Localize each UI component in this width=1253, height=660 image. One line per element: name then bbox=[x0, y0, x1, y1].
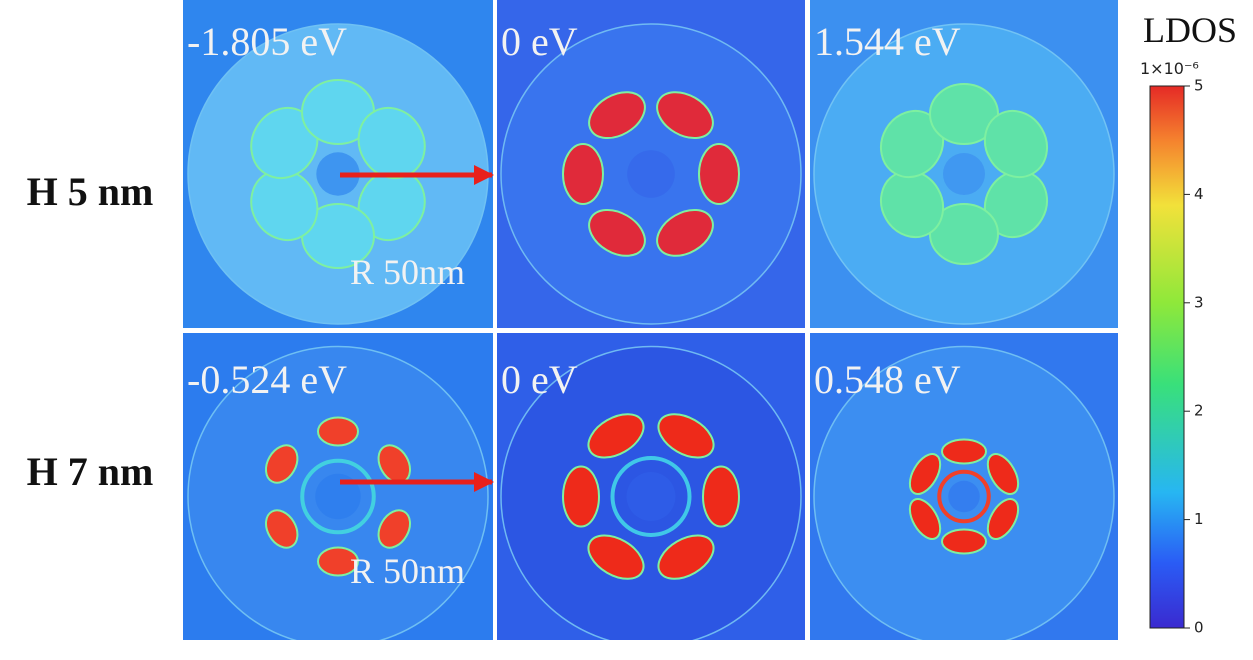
lobe bbox=[587, 534, 645, 580]
ldos-map bbox=[810, 0, 1118, 328]
lobe bbox=[264, 444, 299, 484]
ldos-map bbox=[183, 0, 493, 328]
row-label: H 7 nm bbox=[27, 449, 154, 494]
lobe bbox=[588, 91, 646, 140]
center-hole bbox=[316, 152, 360, 196]
lobe bbox=[377, 509, 412, 549]
lobe bbox=[588, 208, 646, 257]
ldos-map bbox=[810, 333, 1118, 640]
tick-label: 0 bbox=[1194, 619, 1204, 637]
energy-label: -0.524 eV bbox=[187, 357, 347, 402]
row-label: H 5 nm bbox=[27, 169, 154, 214]
lobe bbox=[941, 438, 987, 465]
tick-label: 3 bbox=[1194, 293, 1204, 311]
inner-ring bbox=[937, 469, 991, 524]
lobe bbox=[656, 208, 714, 257]
lobe bbox=[656, 91, 714, 140]
tick-label: 4 bbox=[1194, 185, 1204, 203]
lobe bbox=[657, 534, 715, 580]
center-hole bbox=[315, 473, 361, 520]
ldos-map bbox=[497, 0, 805, 328]
inner-ring bbox=[300, 458, 376, 535]
lobe bbox=[657, 413, 715, 459]
lobe bbox=[986, 453, 1020, 495]
ldos-map bbox=[183, 333, 493, 640]
ldos-map bbox=[497, 333, 805, 640]
tick-label: 5 bbox=[1194, 77, 1204, 95]
center-hole bbox=[948, 480, 980, 513]
energy-label: 0.548 eV bbox=[814, 357, 961, 402]
tick-label: 2 bbox=[1194, 402, 1204, 420]
panels: -1.805 eV 0 eV 1.544 eV -0.524 eV 0 eV 0.548 … bbox=[183, 0, 1118, 640]
lobe bbox=[317, 416, 359, 447]
colorbar-title: LDOS bbox=[1143, 10, 1237, 50]
lobe bbox=[986, 498, 1020, 540]
annotation: R 50nm bbox=[350, 252, 465, 292]
lobe bbox=[908, 498, 942, 540]
lobe bbox=[702, 465, 740, 528]
center-hole bbox=[943, 153, 985, 195]
inner-ring bbox=[610, 456, 692, 537]
lobe bbox=[698, 143, 740, 205]
energy-label: -1.805 eV bbox=[187, 19, 347, 64]
lobe bbox=[317, 546, 359, 577]
tick-label: 1 bbox=[1194, 510, 1204, 528]
colorbar-ticks: 0 1 2 3 4 5 bbox=[1184, 77, 1204, 637]
energy-label: 1.544 eV bbox=[814, 19, 961, 64]
lobe bbox=[562, 465, 600, 528]
energy-label: 0 eV bbox=[501, 357, 578, 402]
lobe bbox=[587, 413, 645, 459]
lobe bbox=[941, 528, 987, 555]
colorbar-scale: 1×10⁻⁶ bbox=[1140, 59, 1199, 78]
energy-label: 0 eV bbox=[501, 19, 578, 64]
center-hole bbox=[627, 150, 675, 198]
lobe bbox=[908, 453, 942, 495]
colorbar bbox=[1149, 85, 1185, 629]
lobe bbox=[264, 509, 299, 549]
center-hole bbox=[626, 472, 676, 521]
lobe bbox=[983, 109, 1049, 179]
lobe bbox=[562, 143, 604, 205]
annotation: R 50nm bbox=[350, 551, 465, 591]
